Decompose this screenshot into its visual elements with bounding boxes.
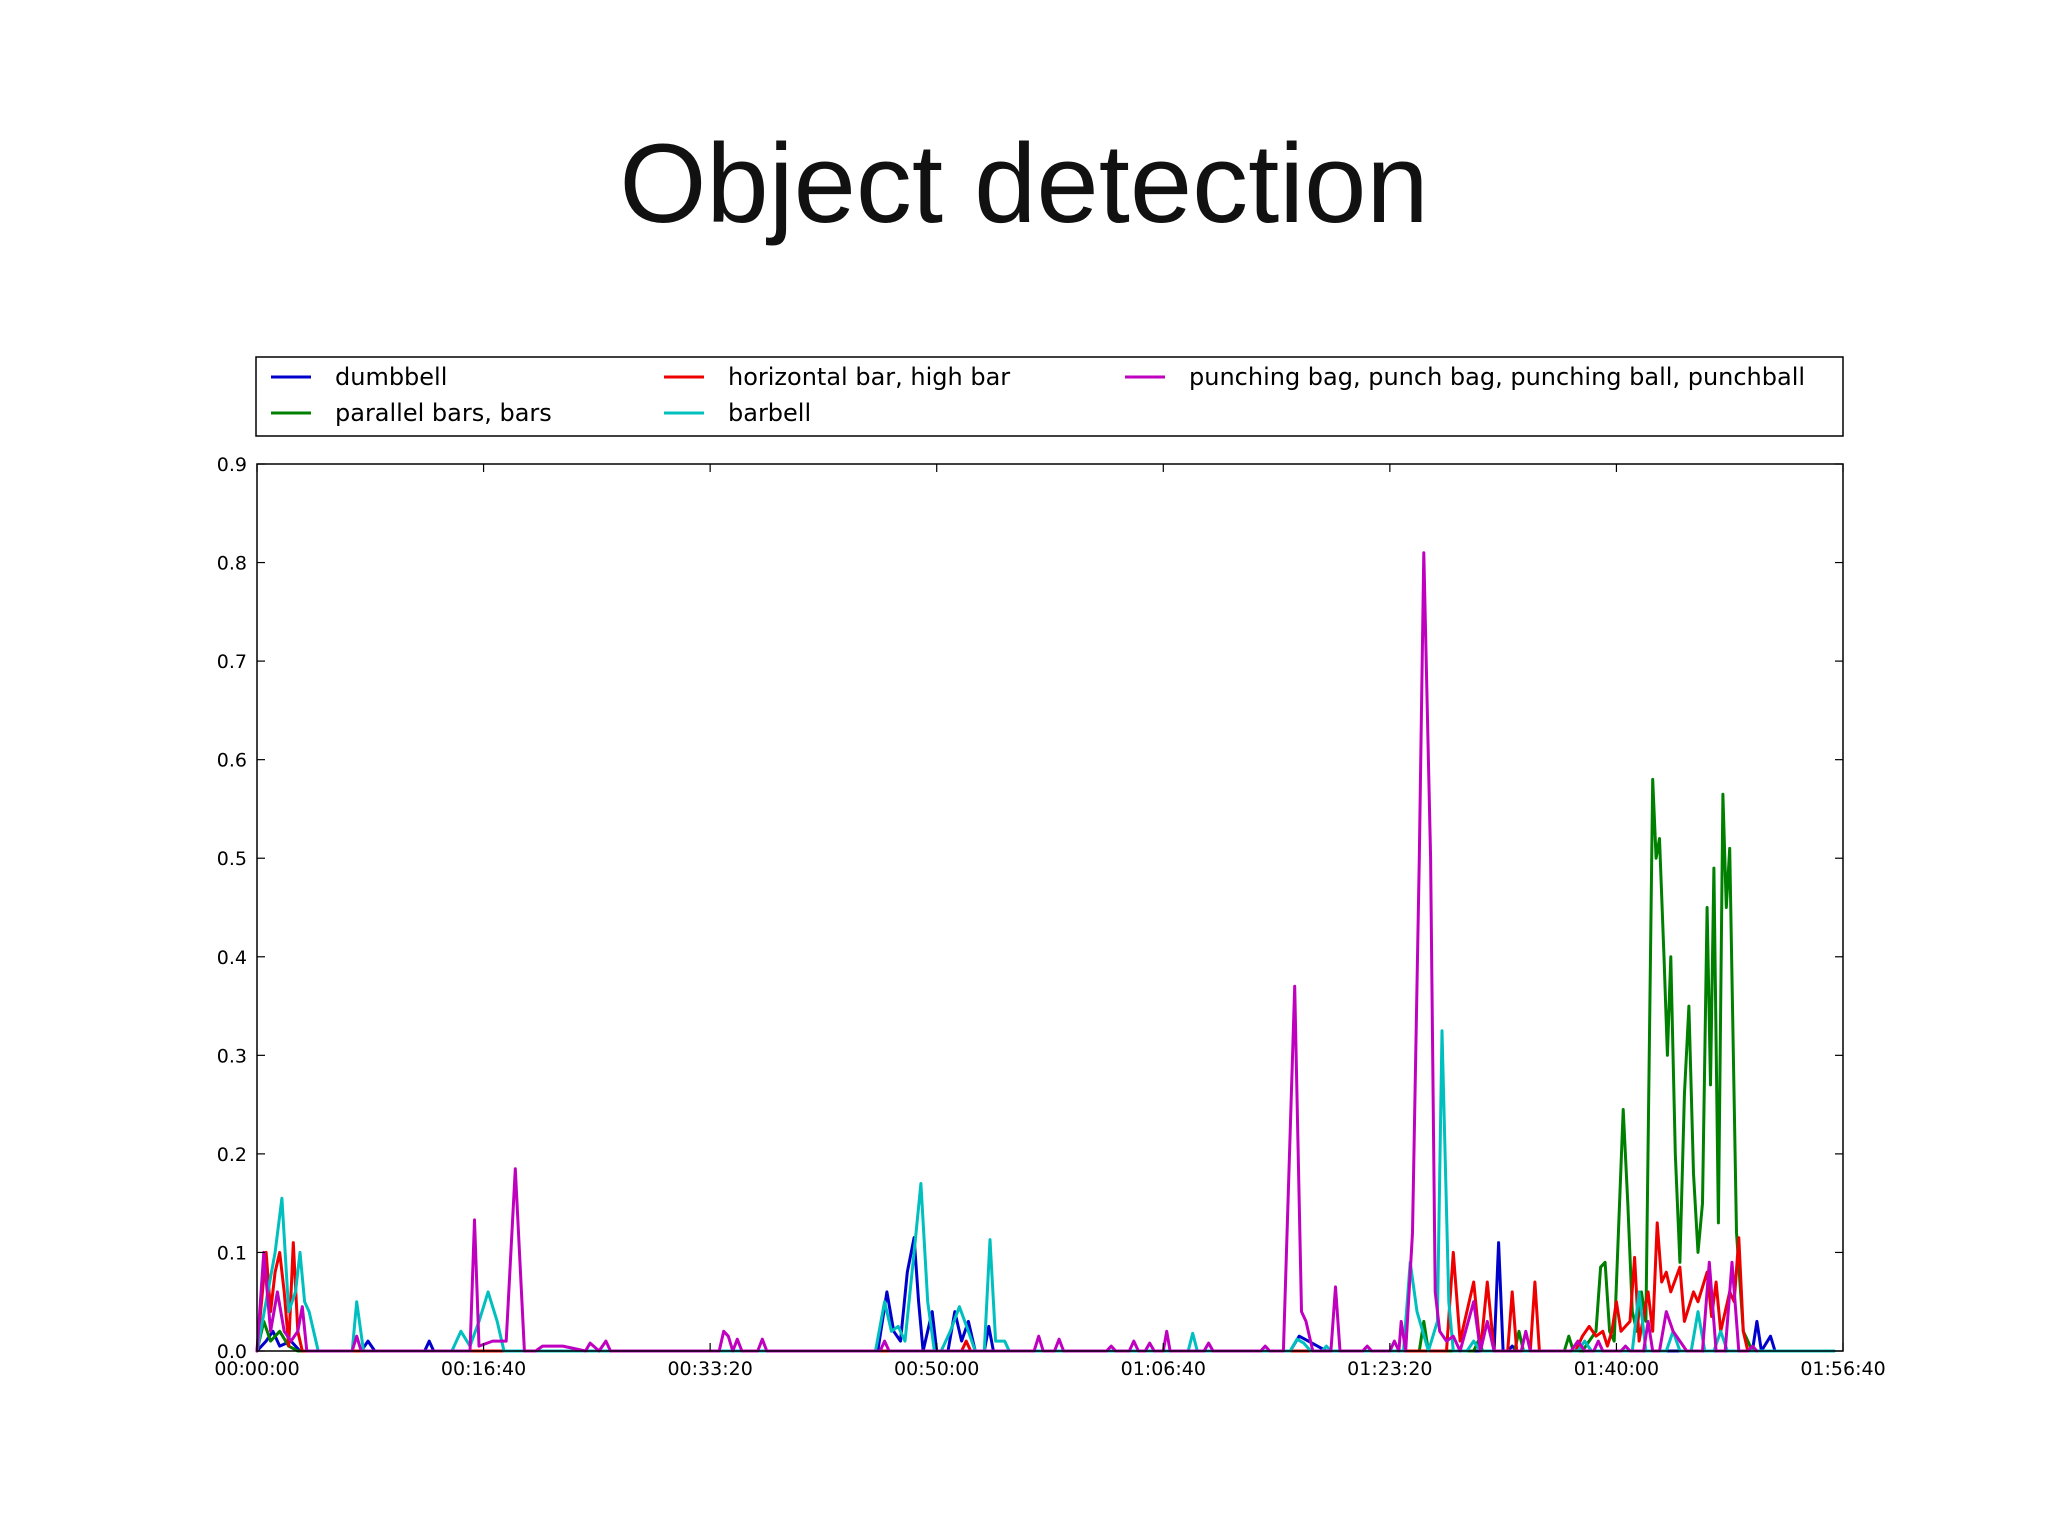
x-tick-label: 00:00:00 [214,1358,299,1380]
slide-title: Object detection [619,121,1429,246]
legend-label-4: barbell [728,399,811,427]
y-tick-label: 0.0 [217,1341,247,1363]
y-tick-label: 0.8 [217,553,247,575]
x-tick-label: 01:40:00 [1574,1358,1659,1380]
legend-label-1: dumbbell [335,363,447,391]
x-tick-label: 01:56:40 [1800,1358,1885,1380]
plot-frame [256,463,1844,1352]
x-tick-label: 01:23:20 [1347,1358,1432,1380]
y-tick-label: 0.1 [217,1242,247,1264]
plot-area [257,464,1843,1351]
y-tick-label: 0.5 [217,848,247,870]
x-tick-label: 01:06:40 [1121,1358,1206,1380]
legend-frame [255,356,1844,437]
x-tick-label: 00:50:00 [894,1358,979,1380]
y-tick-label: 0.2 [217,1144,247,1166]
y-tick-label: 0.9 [217,454,247,476]
y-tick-label: 0.6 [217,750,247,772]
x-tick-label: 00:33:20 [667,1358,752,1380]
legend: dumbbell parallel bars, bars horizontal ba… [255,356,1844,437]
legend-label-2: parallel bars, bars [335,399,552,427]
legend-label-5: punching bag, punch bag, punching ball, … [1189,363,1805,391]
y-tick-label: 0.7 [217,651,247,673]
y-tick-label: 0.4 [217,947,247,969]
legend-label-3: horizontal bar, high bar [728,363,1010,391]
y-tick-label: 0.3 [217,1045,247,1067]
x-tick-label: 00:16:40 [441,1358,526,1380]
